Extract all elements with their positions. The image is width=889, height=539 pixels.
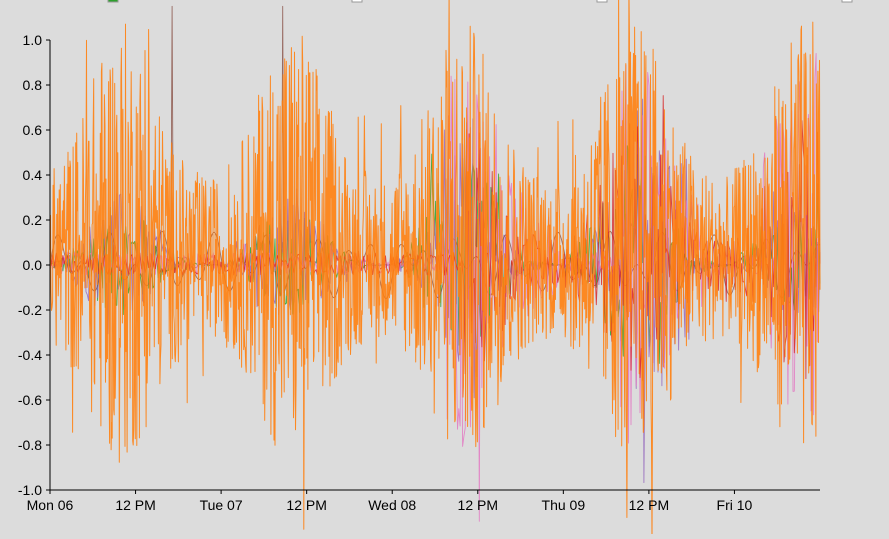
y-tick-label: -0.4 bbox=[18, 347, 42, 363]
x-tick-label: Mon 06 bbox=[27, 497, 74, 513]
legend-swatch-4[interactable] bbox=[841, 0, 853, 3]
x-tick-label: Thu 09 bbox=[542, 497, 586, 513]
legend-swatch-2[interactable] bbox=[351, 0, 363, 3]
y-tick-label: 1.0 bbox=[23, 32, 43, 48]
legend-swatch-3[interactable] bbox=[596, 0, 608, 3]
x-tick-label: 12 PM bbox=[286, 497, 326, 513]
y-tick-label: 0.4 bbox=[23, 167, 43, 183]
x-tick-label: Fri 10 bbox=[717, 497, 753, 513]
x-tick-label: 12 PM bbox=[458, 497, 498, 513]
axes: -1.0 -0.8 -0.6 -0.4 -0.2 0.0 0.2 0.4 0.6 0.8 1.0 Mo… bbox=[18, 32, 820, 513]
legend bbox=[107, 0, 853, 3]
legend-swatch-1[interactable] bbox=[107, 0, 119, 3]
y-tick-label: -1.0 bbox=[18, 482, 42, 498]
y-tick-label: 0.6 bbox=[23, 122, 43, 138]
y-tick-label: 0.0 bbox=[23, 257, 43, 273]
x-tick-label: Tue 07 bbox=[200, 497, 243, 513]
x-tick-label: Wed 08 bbox=[368, 497, 416, 513]
x-tick-label: 12 PM bbox=[115, 497, 155, 513]
y-tick-label: 0.2 bbox=[23, 212, 43, 228]
y-tick-label: -0.8 bbox=[18, 437, 42, 453]
x-tick-label: 12 PM bbox=[629, 497, 669, 513]
series-layer bbox=[49, 0, 821, 539]
y-tick-label: 0.8 bbox=[23, 77, 43, 93]
series-line-orange bbox=[49, 0, 821, 539]
y-tick-label: -0.2 bbox=[18, 302, 42, 318]
y-tick-label: -0.6 bbox=[18, 392, 42, 408]
